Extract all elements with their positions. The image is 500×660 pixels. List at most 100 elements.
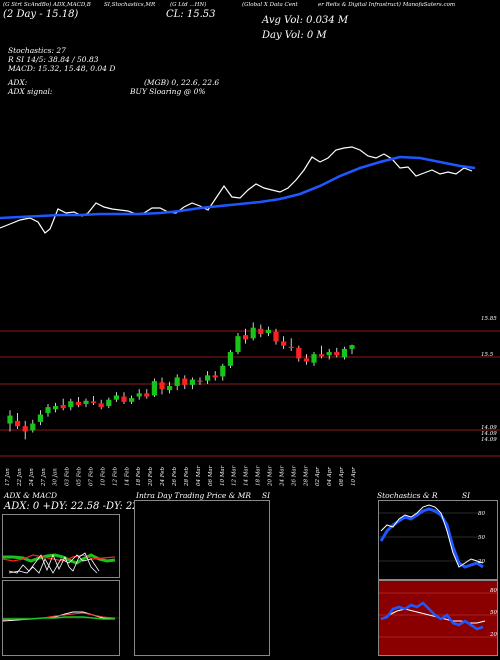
candle-body	[258, 328, 264, 335]
candle-body	[197, 380, 203, 382]
candle-body	[227, 352, 233, 366]
x-axis-label: 18 Mar	[256, 465, 262, 486]
candle-body	[75, 401, 81, 405]
stochastics-panel	[378, 500, 498, 580]
x-axis-label: 08 Apr	[339, 467, 345, 486]
candle-body	[326, 352, 332, 356]
candle-body	[311, 354, 317, 363]
header-ticker: (G Ltd ...HN)	[170, 2, 207, 8]
candle-body	[220, 365, 226, 377]
rsi-tick-20: 20	[490, 632, 497, 638]
x-axis-label: 24 Feb	[160, 466, 166, 487]
candle-body	[174, 377, 180, 386]
candle-body	[136, 393, 142, 397]
stoch-tick-80: 80	[478, 511, 485, 517]
x-axis-label: 10 Mar	[220, 465, 226, 486]
x-axis-label: 14 Mar	[244, 465, 250, 486]
candle-body	[98, 403, 104, 408]
x-axis-label: 03 Feb	[65, 466, 71, 486]
candle-body	[167, 385, 173, 391]
candle-body	[319, 354, 325, 357]
header-desc-right: er Reits & Digital Infrastruct) ManofaSa…	[318, 2, 456, 8]
x-axis-label: 24 Mar	[279, 465, 285, 487]
adx-signal-label: ADX signal:	[8, 87, 53, 96]
candle-body	[303, 358, 309, 362]
candle-body	[129, 398, 135, 402]
candle-body	[334, 352, 340, 356]
x-axis-label: 27 Jan	[41, 468, 47, 487]
candle-body	[281, 341, 287, 346]
x-axis-label: 04 Mar	[196, 465, 202, 486]
candle-body	[265, 329, 271, 333]
x-axis-label: 12 Feb	[112, 466, 118, 486]
candle-body	[45, 407, 51, 413]
price-label-low-1: 14.09	[481, 425, 497, 431]
price-label-low-2: 14.09	[481, 431, 497, 437]
signal-text: BUY Sloaring @ 0%	[130, 87, 206, 96]
x-axis-label: 26 Feb	[172, 466, 178, 487]
x-axis-label: 28 Mar	[303, 465, 309, 487]
x-axis-label: 30 Jan	[53, 468, 59, 486]
candle-body	[159, 382, 165, 390]
rsi-tick-80: 80	[490, 588, 497, 594]
stoch-title-suffix: SI	[462, 491, 471, 500]
stoch-tick-20: 20	[478, 559, 485, 565]
avg-volume: Avg Vol: 0.034 M	[262, 15, 349, 26]
stoch-title: Stochastics & R	[377, 491, 438, 500]
x-axis-label: 10 Apr	[351, 467, 357, 486]
price-line-white	[0, 146, 473, 234]
stoch-tick-50: 50	[478, 535, 485, 541]
x-axis-label: 22 Jan	[17, 468, 23, 487]
adx-label: ADX:	[8, 78, 28, 87]
candle-body	[341, 348, 347, 358]
candle-body	[83, 400, 89, 404]
candle-body	[37, 414, 43, 422]
macd-panel	[2, 580, 120, 656]
adx-panel	[2, 514, 120, 578]
intraday-panel	[134, 500, 270, 656]
candle-body	[296, 347, 302, 359]
candle-body	[212, 375, 218, 378]
adx-macd-title: ADX & MACD	[4, 491, 58, 500]
candle-body	[30, 423, 36, 431]
candle-body	[144, 393, 150, 397]
candle-body	[235, 336, 241, 353]
header-desc: (Global X Data Cent	[242, 2, 298, 8]
macd-value: MACD: 15.32, 15.48, 0.04 D	[8, 64, 116, 73]
adx-values: (MGB) 0, 22.6, 22.6	[144, 78, 220, 87]
x-axis-label: 26 Mar	[291, 465, 297, 487]
candle-body	[53, 406, 59, 410]
close-price: CL: 15.53	[166, 9, 216, 20]
x-axis-label: 06 Mar	[208, 465, 214, 486]
rsi-panel	[378, 580, 498, 656]
price-label-mid: 15.5	[481, 352, 494, 358]
stochastics-value: Stochastics: 27	[8, 46, 66, 55]
intraday-title: Intra Day Trading Price & MR	[136, 491, 252, 500]
x-axis-label: 24 Jan	[29, 468, 35, 487]
candle-body	[151, 381, 157, 396]
x-axis-label: 28 Feb	[184, 466, 190, 487]
candle-body	[121, 396, 127, 402]
candle-body	[68, 401, 74, 408]
candle-body	[60, 405, 66, 409]
x-axis-label: 04 Apr	[327, 467, 333, 486]
rsi-value: R SI 14/5: 38.84 / 50.83	[8, 55, 99, 64]
rsi-tick-50: 50	[490, 610, 497, 616]
x-axis-label: 10 Feb	[100, 466, 106, 486]
candle-body	[243, 335, 249, 340]
day-volume: Day Vol: 0 M	[262, 30, 327, 41]
candle-body	[288, 346, 294, 348]
candle-body	[7, 415, 13, 424]
candle-body	[273, 331, 279, 342]
moving-average-line	[0, 155, 476, 220]
candle-body	[182, 378, 188, 385]
x-axis-label: 07 Feb	[89, 466, 95, 486]
adx-panel-values: ADX: 0 +DY: 22.58 -DY: 22.58	[4, 501, 155, 512]
header-title-mid: SI,Stochastics,MR	[104, 2, 156, 8]
candle-body	[15, 420, 21, 427]
candle-body	[22, 426, 28, 432]
price-label-top: 15.85	[481, 316, 497, 322]
candle-body	[250, 327, 256, 339]
candle-body	[113, 395, 119, 400]
candle-body	[205, 375, 211, 381]
